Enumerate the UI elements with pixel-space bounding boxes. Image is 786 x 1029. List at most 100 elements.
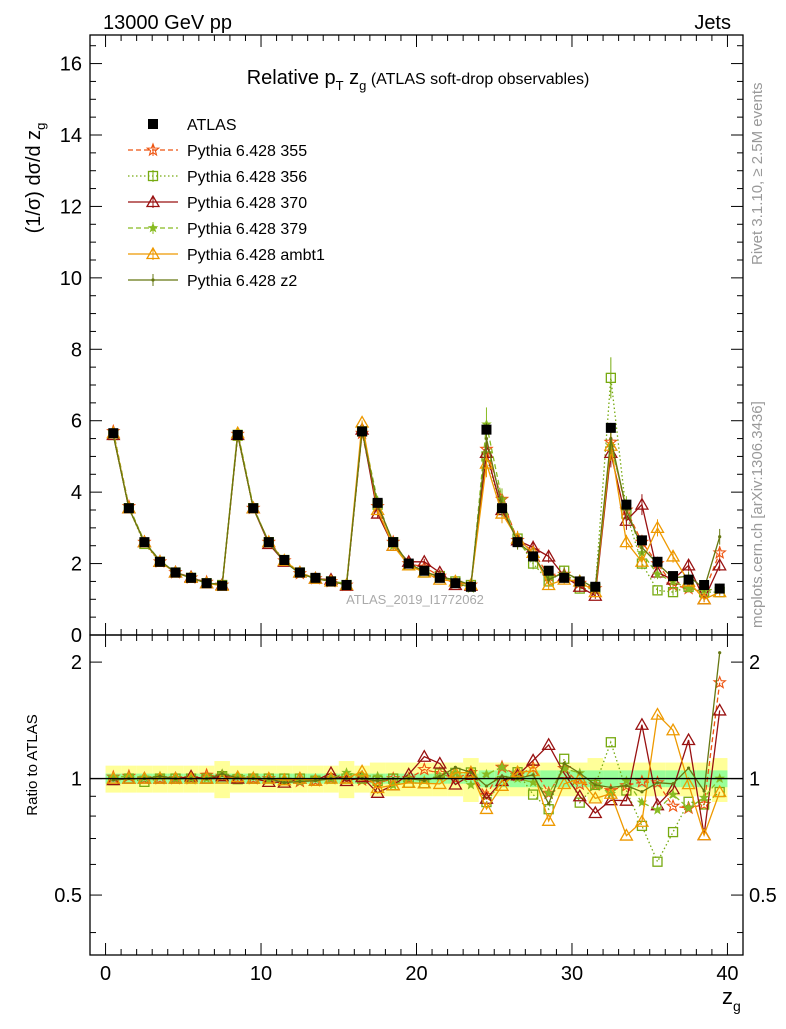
series-point <box>541 549 556 562</box>
ratio-point <box>572 776 587 791</box>
y-tick-label: 12 <box>60 196 82 218</box>
ratio-point <box>572 771 587 784</box>
ratio-point <box>220 772 224 776</box>
x-axis-label: zg <box>722 984 741 1014</box>
ratio-point <box>417 749 432 762</box>
data-point <box>372 497 383 508</box>
ratio-point <box>479 801 494 815</box>
ratio-point <box>671 782 675 786</box>
data-point <box>232 430 243 440</box>
data-point <box>465 581 476 592</box>
ratio-tick-label-left: 0.5 <box>54 885 82 907</box>
legend-label: Pythia 6.428 356 <box>187 169 307 186</box>
ratio-point <box>681 732 696 746</box>
series-point <box>634 497 650 510</box>
series-point <box>681 558 696 571</box>
ratio-point <box>531 773 535 777</box>
data-point <box>154 556 165 567</box>
ratio-point <box>588 791 603 804</box>
data-point <box>450 578 461 589</box>
legend-entry: Pythia 6.428 370 <box>128 194 307 212</box>
legend-label: Pythia 6.428 370 <box>187 195 307 212</box>
ratio-point <box>469 770 473 775</box>
series-point <box>667 586 679 598</box>
header-right: Jets <box>694 12 731 34</box>
y-tick-label: 8 <box>71 339 82 361</box>
y-tick-label: 16 <box>60 54 82 76</box>
legend-entry: Pythia 6.428 356 <box>128 169 307 186</box>
ratio-point <box>603 786 618 799</box>
data-point <box>170 567 181 578</box>
ratio-point <box>712 675 727 689</box>
legend-marker <box>148 119 158 129</box>
ratio-point <box>712 784 727 798</box>
ratio-tick-label-left: 2 <box>71 652 82 674</box>
data-point <box>528 551 539 562</box>
data-point <box>403 558 414 569</box>
ratio-point <box>609 785 613 790</box>
series-line <box>112 431 721 593</box>
ratio-point <box>572 788 587 802</box>
data-point <box>605 422 616 433</box>
ratio-tick-label-right: 2 <box>749 652 760 674</box>
legend-entry: Pythia 6.428 ambt1 <box>128 246 325 264</box>
ratio-point <box>634 774 650 788</box>
legend-entry: ATLAS <box>148 117 237 134</box>
ratio-point <box>634 717 650 730</box>
ratio-point <box>417 761 432 776</box>
ratio-point <box>667 826 679 838</box>
ratio-point <box>432 756 447 769</box>
ratio-y-axis-label: Ratio to ATLAS <box>24 714 41 815</box>
data-point <box>263 537 274 548</box>
ratio-point <box>621 775 632 786</box>
legend-entry: Pythia 6.428 355 <box>128 142 307 160</box>
legend-label: Pythia 6.428 ambt1 <box>187 247 325 264</box>
data-point <box>201 578 212 589</box>
ratio-point <box>698 792 710 803</box>
ratio-point <box>354 764 370 777</box>
analysis-watermark: ATLAS_2019_I1772062 <box>346 592 484 607</box>
ratio-line <box>113 766 721 811</box>
data-point <box>279 555 290 565</box>
data-point <box>217 580 228 591</box>
data-points-layer <box>90 422 743 780</box>
ratio-point <box>681 776 696 790</box>
ratio-point <box>152 771 168 784</box>
y-tick-label: 14 <box>60 125 82 147</box>
header-left: 13000 GeV pp <box>103 12 232 34</box>
ratio-line <box>113 740 721 864</box>
ratio-point <box>702 789 706 793</box>
data-point <box>652 556 663 567</box>
legend-marker <box>147 170 159 182</box>
ratio-point <box>562 761 566 766</box>
ratio-point <box>527 789 539 800</box>
legend-label: Pythia 6.428 379 <box>187 221 307 238</box>
ratio-point <box>541 737 556 751</box>
series-point <box>652 585 663 596</box>
ratio-point <box>386 777 401 791</box>
data-point <box>139 537 150 548</box>
series-point <box>652 568 663 579</box>
ratio-point <box>261 774 276 787</box>
ratio-point <box>640 790 644 794</box>
ratio-point <box>558 762 570 773</box>
data-point <box>714 583 725 594</box>
ratio-point <box>432 776 447 790</box>
mcplots-label: mcplots.cern.ch [arXiv:1306.3436] <box>749 401 766 628</box>
x-tick-label: 20 <box>405 963 427 985</box>
data-point <box>699 580 710 590</box>
legend-marker <box>147 222 159 233</box>
ratio-point <box>448 765 463 779</box>
y-tick-label: 6 <box>71 411 82 433</box>
ratio-point <box>547 802 551 806</box>
ratio-point <box>667 789 679 800</box>
legend-marker <box>145 246 161 260</box>
ratio-point <box>494 759 510 774</box>
series-point <box>609 436 613 441</box>
ratio-point <box>697 827 712 841</box>
legend-entry: Pythia 6.428 379 <box>128 221 307 238</box>
y-tick-label: 2 <box>71 554 82 576</box>
x-tick-label: 10 <box>250 963 272 985</box>
series-0 <box>106 423 727 815</box>
ratio-point <box>215 771 230 784</box>
